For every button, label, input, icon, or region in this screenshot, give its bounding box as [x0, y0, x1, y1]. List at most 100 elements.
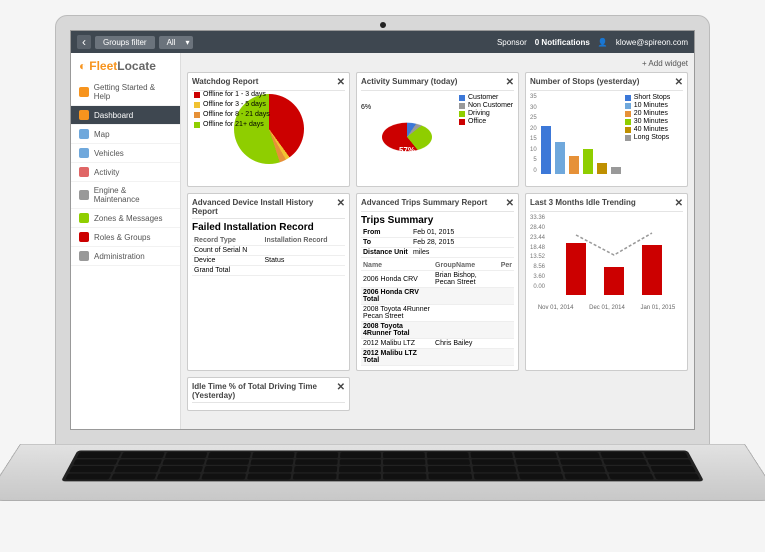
widget-title: Advanced Trips Summary Report — [361, 198, 487, 209]
bar — [541, 126, 551, 174]
sidebar-item-label: Dashboard — [94, 111, 133, 120]
legend-item: Offline for 21+ days — [194, 121, 264, 128]
nav-icon — [79, 251, 89, 261]
close-icon[interactable]: ✕ — [337, 77, 345, 88]
widget-title: Activity Summary (today) — [361, 77, 457, 88]
legend-item: Offline for 1 - 3 days — [194, 91, 266, 98]
sidebar-item-map[interactable]: Map — [71, 125, 180, 144]
logo: ◐ FleetLocate — [71, 53, 180, 79]
nav-icon — [79, 190, 89, 200]
trips-subtitle: Trips Summary — [361, 215, 514, 226]
legend-item: 30 Minutes — [625, 118, 675, 125]
widget-install-history: Advanced Device Install History Report ✕… — [187, 193, 350, 371]
legend-item: Offline for 8 - 21 days — [194, 111, 270, 118]
table-row: FromFeb 01, 2015 — [361, 228, 514, 238]
legend-item: Short Stops — [625, 94, 675, 101]
table-row: Grand Total — [192, 266, 345, 276]
sidebar-item-label: Engine & Maintenance — [94, 186, 172, 204]
bar — [597, 163, 607, 174]
sidebar-item-label: Vehicles — [94, 149, 124, 158]
table-row: 2012 Malibu LTZChris Bailey — [361, 339, 514, 349]
widget-idle-pct: Idle Time % of Total Driving Time (Yeste… — [187, 377, 350, 411]
table-row: ToFeb 28, 2015 — [361, 238, 514, 248]
dashboard-content: + Add widget Watchdog Report ✕ — [181, 53, 694, 429]
table-row: 2006 Honda CRVBrian Bishop, Pecan Street — [361, 271, 514, 288]
nav-icon — [79, 87, 89, 97]
sidebar-item-administration[interactable]: Administration — [71, 247, 180, 266]
sidebar-item-zones-messages[interactable]: Zones & Messages — [71, 209, 180, 228]
close-icon[interactable]: ✕ — [337, 382, 345, 400]
nav-icon — [79, 232, 89, 242]
install-table: Record TypeInstallation RecordCount of S… — [192, 236, 345, 276]
nav-icon — [79, 167, 89, 177]
sidebar-item-label: Activity — [94, 168, 119, 177]
center-pct-label: 57% — [399, 146, 415, 155]
trips-table: NameGroupNamePer2006 Honda CRVBrian Bish… — [361, 261, 514, 366]
add-widget-button[interactable]: + Add widget — [642, 59, 688, 68]
widget-title: Last 3 Months Idle Trending — [530, 198, 636, 209]
stops-bar-chart — [541, 94, 621, 174]
widget-watchdog: Watchdog Report ✕ Offline for 1 - 3 days… — [187, 72, 350, 187]
close-icon[interactable]: ✕ — [675, 77, 683, 88]
nav-icon — [79, 213, 89, 223]
nav-icon — [79, 110, 89, 120]
install-subtitle: Failed Installation Record — [192, 222, 345, 233]
close-icon[interactable]: ✕ — [506, 198, 514, 209]
widget-idle-trending: Last 3 Months Idle Trending ✕ 33.3628.40… — [525, 193, 688, 371]
bar — [555, 142, 565, 174]
legend-item: 20 Minutes — [625, 110, 675, 117]
table-row: 2008 Toyota 4Runner Pecan Street — [361, 305, 514, 322]
legend-item: 10 Minutes — [625, 102, 675, 109]
legend-item: Offline for 3 - 5 days — [194, 101, 266, 108]
notifications-link[interactable]: 0 Notifications — [535, 38, 590, 47]
breadcrumb[interactable]: Groups filter — [95, 36, 155, 49]
legend-item: 40 Minutes — [625, 126, 675, 133]
widget-title: Number of Stops (yesterday) — [530, 77, 639, 88]
app-window: Groups filter All Sponsor 0 Notification… — [70, 30, 695, 430]
sidebar-item-label: Zones & Messages — [94, 214, 162, 223]
topbar: Groups filter All Sponsor 0 Notification… — [71, 31, 694, 53]
close-icon[interactable]: ✕ — [675, 198, 683, 209]
sidebar-item-vehicles[interactable]: Vehicles — [71, 144, 180, 163]
filter-dropdown[interactable]: All — [159, 36, 194, 49]
widget-title: Advanced Device Install History Report — [192, 198, 337, 216]
user-icon: 👤 — [598, 38, 608, 47]
close-icon[interactable]: ✕ — [337, 198, 345, 216]
widget-title: Idle Time % of Total Driving Time (Yeste… — [192, 382, 337, 400]
sidebar-item-getting-started-help[interactable]: Getting Started & Help — [71, 79, 180, 106]
legend-item: Office — [459, 118, 514, 125]
table-row: 2012 Malibu LTZ Total — [361, 349, 514, 366]
sidebar-item-label: Getting Started & Help — [94, 83, 172, 101]
bar — [569, 156, 579, 174]
legend-item: Customer — [459, 94, 514, 101]
sidebar: ◐ FleetLocate Getting Started & Help Dash… — [71, 53, 181, 429]
sidebar-item-roles-groups[interactable]: Roles & Groups — [71, 228, 180, 247]
bar — [583, 149, 593, 174]
sidebar-item-engine-maintenance[interactable]: Engine & Maintenance — [71, 182, 180, 209]
table-row: 2006 Honda CRV Total — [361, 288, 514, 305]
close-icon[interactable]: ✕ — [506, 77, 514, 88]
user-menu[interactable]: klowe@spireon.com — [616, 38, 688, 47]
idle-trend-chart — [549, 215, 683, 305]
logo-icon: ◐ — [79, 59, 86, 73]
legend-item: Non Customer — [459, 102, 514, 109]
sidebar-item-label: Administration — [94, 252, 145, 261]
widget-stops: Number of Stops (yesterday) ✕ 3530252015… — [525, 72, 688, 187]
sidebar-item-dashboard[interactable]: Dashboard — [71, 106, 180, 125]
sidebar-item-label: Map — [94, 130, 110, 139]
trips-meta: FromFeb 01, 2015ToFeb 28, 2015Distance U… — [361, 228, 514, 258]
sidebar-item-activity[interactable]: Activity — [71, 163, 180, 182]
back-button[interactable] — [77, 35, 91, 49]
sidebar-item-label: Roles & Groups — [94, 233, 150, 242]
bar — [611, 167, 621, 174]
widget-activity: Activity Summary (today) ✕ 6% 57% Custom… — [356, 72, 519, 187]
nav-icon — [79, 148, 89, 158]
nav-icon — [79, 129, 89, 139]
table-row: 2008 Toyota 4Runner Total — [361, 322, 514, 339]
widget-title: Watchdog Report — [192, 77, 258, 88]
side-pct-label: 6% — [361, 104, 371, 111]
table-row: DeviceStatus — [192, 256, 345, 266]
legend-item: Driving — [459, 110, 514, 117]
table-row: Distance Unitmiles — [361, 248, 514, 258]
sponsor-label: Sponsor — [497, 38, 527, 47]
